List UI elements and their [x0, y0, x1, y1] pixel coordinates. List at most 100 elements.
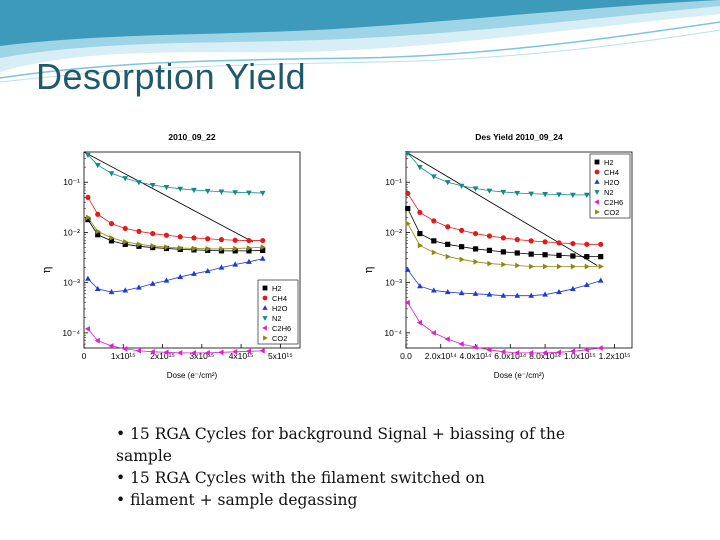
data-point [542, 263, 549, 270]
data-point [95, 211, 101, 217]
data-point [123, 238, 129, 245]
data-point [84, 326, 91, 332]
data-point [177, 350, 183, 356]
data-point [232, 261, 239, 267]
data-point [178, 245, 184, 251]
data-point [417, 209, 423, 216]
data-point [542, 291, 548, 297]
legend-label: N2 [272, 314, 282, 323]
data-point [445, 224, 451, 230]
data-point [122, 346, 128, 352]
data-point [472, 246, 479, 252]
data-point [94, 337, 100, 344]
data-point [583, 346, 589, 353]
data-point [218, 349, 224, 356]
bullet-item: • 15 RGA Cycles with the filament switch… [116, 469, 485, 487]
data-point [528, 292, 535, 298]
data-point [177, 234, 183, 240]
slide-title: Desorption Yield [36, 56, 307, 97]
chart-desorption-yield-2010-09-22: 2010_09_22 0 1x10¹⁵ 2x10¹⁵ 3x10¹⁵ 4x10¹⁵ 5x10¹… [40, 132, 301, 380]
data-point [150, 230, 156, 237]
legend-box [257, 279, 299, 345]
data-point [122, 225, 128, 232]
data-point [404, 299, 410, 306]
data-point [584, 263, 590, 270]
data-point [514, 350, 520, 356]
data-point [594, 159, 600, 165]
data-point [85, 275, 91, 281]
data-point [108, 171, 115, 177]
data-point [570, 253, 576, 259]
bullet-list: • 15 RGA Cycles for background Signal + … [116, 423, 576, 511]
data-point [514, 250, 520, 256]
series-c2h6 [404, 299, 603, 356]
data-point [95, 228, 101, 235]
data-point [542, 239, 548, 245]
data-point [594, 169, 600, 175]
data-point [246, 237, 252, 244]
data-point [85, 194, 91, 200]
data-point [556, 192, 562, 198]
y-axis-label: η [40, 267, 53, 274]
data-point [594, 199, 599, 205]
data-point [528, 251, 534, 257]
data-point [514, 190, 521, 197]
data-point [486, 188, 493, 194]
legend-label: H2 [604, 158, 614, 167]
data-point [570, 240, 576, 247]
data-point [177, 186, 184, 192]
series-line [87, 258, 263, 293]
x-tick-label: 4.0x10¹⁴ [460, 351, 492, 361]
data-point [458, 341, 464, 347]
legend-label: C2H6 [604, 198, 623, 207]
data-point [431, 218, 437, 224]
data-point [594, 190, 600, 195]
data-point [205, 236, 211, 242]
data-point [459, 227, 465, 233]
data-point [472, 230, 479, 237]
data-point [233, 245, 239, 252]
x-tick-label: 6.0x10¹⁴ [494, 351, 526, 361]
series-c2h6 [84, 326, 265, 356]
data-point [245, 348, 252, 355]
data-point [163, 349, 169, 356]
data-point [486, 247, 493, 253]
x-tick-label: 2x10¹⁵ [150, 351, 175, 361]
data-point [500, 292, 507, 298]
chart-title: Des Yield 2010_09_24 [475, 132, 563, 142]
header-wave-line-2 [0, 29, 720, 83]
y-tick-label: 10⁻¹ [385, 177, 402, 187]
y-tick-label: 10⁻² [385, 227, 402, 237]
data-point [459, 256, 465, 263]
data-point [163, 232, 170, 238]
data-point [542, 192, 548, 198]
chart-desorption-yield-2010-09-24: Des Yield 2010_09_24 0.0 2.0x10¹⁴ 4.0x10¹⁴ 6… [362, 132, 633, 380]
y-axis-label: η [362, 267, 375, 274]
data-point [246, 190, 252, 196]
data-point [570, 285, 576, 292]
y-tick-label: 10⁻² [63, 227, 80, 237]
data-point [597, 277, 604, 283]
x-tick-label: 3x10¹⁵ [189, 351, 214, 361]
data-point [598, 254, 604, 260]
data-point [598, 263, 604, 270]
data-point [94, 162, 101, 169]
x-tick-label: 2.0x10¹⁴ [425, 351, 457, 361]
data-point [109, 235, 115, 241]
trend-line [83, 151, 254, 243]
data-point [514, 237, 520, 243]
data-point [259, 347, 265, 354]
data-point [487, 260, 493, 267]
data-point [445, 253, 451, 260]
data-point [500, 235, 506, 241]
data-point [262, 305, 268, 310]
data-point [405, 205, 411, 212]
y-tick-label: 10⁻⁴ [384, 328, 402, 338]
data-point [594, 179, 600, 184]
data-point [136, 241, 143, 248]
legend-box [589, 153, 631, 219]
data-point [404, 151, 411, 157]
data-point [430, 174, 437, 180]
